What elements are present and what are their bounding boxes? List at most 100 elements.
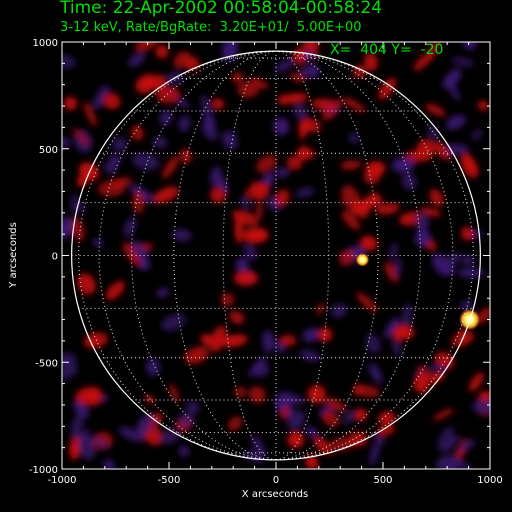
longitude-line: [130, 50, 277, 461]
emission-blob-purple: [273, 117, 290, 136]
emission-blob-red: [313, 436, 332, 455]
emission-blob-purple: [262, 172, 275, 187]
emission-blob-red: [413, 373, 429, 393]
emission-blob-red: [277, 94, 289, 106]
emission-blob-red: [103, 93, 121, 110]
emission-blob-red: [360, 235, 378, 251]
emission-blob-purple: [262, 330, 275, 353]
emission-blob-purple: [275, 168, 290, 178]
emission-blob-red: [72, 128, 90, 146]
x-axis-label: X arcseconds: [241, 489, 309, 500]
emission-blob-red: [243, 227, 269, 244]
emission-blob-purple: [472, 399, 490, 414]
emission-blob-red: [338, 249, 355, 266]
emission-blob-purple: [178, 445, 189, 458]
emission-blob-purple: [185, 401, 200, 415]
emission-blob-red: [256, 183, 270, 201]
emission-blob-red: [429, 188, 444, 207]
emission-blob-purple: [293, 103, 308, 120]
emission-blob-red: [305, 455, 319, 469]
emission-blob-red: [63, 96, 78, 111]
emission-blob-purple: [343, 409, 355, 425]
emission-blob-red: [232, 210, 259, 226]
emission-blob-red: [357, 208, 369, 219]
emission-blob-red: [340, 160, 362, 170]
emission-blob-purple: [135, 413, 154, 438]
time-title: Time: 22-Apr-2002 00:58:04-00:58:24: [60, 0, 383, 18]
emission-blob-purple: [92, 435, 109, 450]
emission-blob-red: [234, 216, 243, 245]
emission-blob-red: [324, 397, 347, 412]
emission-blob-red: [135, 42, 159, 52]
emission-blob-purple: [457, 439, 476, 452]
emission-blob-purple: [442, 434, 459, 453]
emission-blob-red: [369, 192, 382, 207]
emission-blob-red: [342, 97, 366, 112]
emission-blob-red: [255, 199, 263, 221]
emission-blob-red: [341, 185, 360, 211]
emission-blob-red: [286, 155, 302, 170]
emission-blob-purple: [446, 114, 466, 130]
emission-blob-purple: [240, 196, 251, 209]
emission-blob-purple: [92, 85, 110, 109]
emission-blob-purple: [62, 353, 77, 367]
emission-blob-purple: [118, 426, 144, 442]
energy-rate-subtitle: 3-12 keV, Rate/BgRate: 3.20E+01/ 5.00E+0…: [60, 20, 362, 35]
emission-blob-red: [69, 435, 81, 460]
emission-blob-purple: [103, 458, 115, 469]
emission-blob-red: [83, 101, 97, 127]
emission-blob-red: [468, 372, 485, 392]
emission-blob-red: [316, 302, 325, 316]
emission-blob-purple: [303, 327, 319, 343]
emission-blob-red: [432, 408, 455, 421]
emission-blob-red: [77, 273, 96, 295]
emission-blob-purple: [221, 130, 238, 150]
emission-blob-red: [290, 73, 305, 83]
emission-blob-red: [86, 386, 103, 406]
emission-blob-red: [155, 45, 169, 59]
emission-blob-red: [180, 148, 192, 164]
emission-blob-purple: [306, 425, 319, 439]
emission-blob-red: [256, 154, 277, 173]
emission-blob-red: [420, 207, 442, 217]
emission-blob-red: [79, 162, 99, 181]
emission-blob-red: [227, 416, 243, 431]
emission-blob-purple: [62, 216, 74, 239]
emission-blob-red: [250, 77, 269, 89]
longitude-line: [222, 50, 277, 461]
emission-blob-purple: [391, 157, 415, 173]
emission-blob-red: [298, 118, 313, 134]
emission-blob-purple: [471, 128, 483, 141]
emission-blob-red: [275, 189, 290, 207]
emission-blob-purple: [127, 52, 146, 67]
emission-blob-purple: [401, 303, 413, 331]
emission-blob-red: [153, 186, 179, 204]
emission-blob-red: [105, 281, 125, 301]
emission-blob-purple: [132, 152, 160, 170]
emission-blob-purple: [274, 58, 295, 73]
emission-blob-purple: [152, 136, 168, 149]
emission-blob-red: [135, 76, 153, 94]
emission-blob-purple: [70, 414, 84, 439]
emission-blob-red: [477, 100, 489, 111]
emission-blob-red: [72, 217, 85, 242]
emission-blob-red: [302, 150, 316, 160]
emission-blob-red: [234, 386, 246, 399]
emission-blob-red: [378, 411, 396, 425]
emission-blob-red: [341, 210, 360, 230]
emission-blob-purple: [251, 435, 265, 455]
emission-blob-purple: [172, 228, 192, 242]
emission-blob-red: [356, 292, 378, 312]
emission-blob-red: [353, 384, 364, 396]
emission-blob-red: [97, 180, 126, 197]
emission-blob-purple: [73, 400, 90, 419]
emission-blob-red: [287, 431, 304, 448]
emission-blob-purple: [235, 257, 249, 272]
emission-blob-red: [132, 191, 144, 214]
emission-blob-red: [210, 187, 226, 203]
emission-blob-red: [229, 311, 245, 324]
emission-blob-red: [307, 385, 326, 404]
y-axis-label: Y arcseconds: [8, 222, 19, 288]
